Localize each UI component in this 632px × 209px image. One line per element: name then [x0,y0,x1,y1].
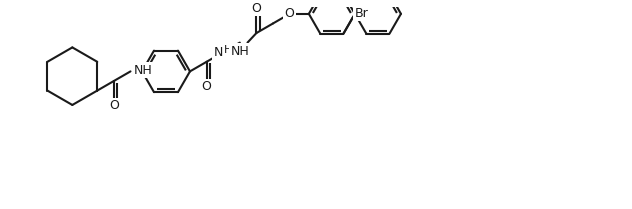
Text: O: O [202,80,212,93]
Text: O: O [285,7,295,20]
Text: O: O [109,99,119,112]
Text: NH: NH [231,45,249,57]
Text: H: H [224,45,233,55]
Text: O: O [252,2,262,15]
Text: NH: NH [133,64,152,77]
Text: N: N [214,46,223,59]
Text: Br: Br [355,7,368,20]
